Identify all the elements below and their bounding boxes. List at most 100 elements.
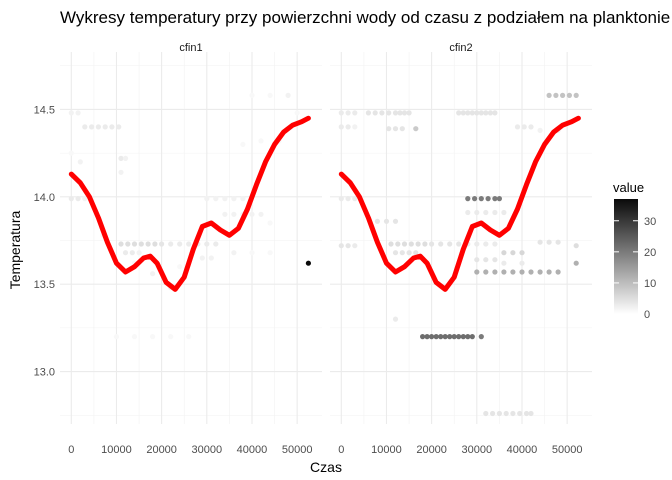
data-point xyxy=(573,92,579,98)
data-point xyxy=(345,243,351,249)
data-point xyxy=(125,241,131,247)
data-point xyxy=(395,241,401,247)
data-point xyxy=(204,196,210,202)
data-point xyxy=(413,250,419,256)
x-tick-label: 30000 xyxy=(192,444,223,456)
data-point xyxy=(199,255,205,261)
data-point xyxy=(89,124,95,130)
data-point xyxy=(501,209,507,216)
data-point xyxy=(204,241,210,247)
data-point xyxy=(469,110,475,116)
data-point xyxy=(573,243,579,249)
data-point xyxy=(501,250,507,256)
data-point xyxy=(496,410,502,417)
data-point xyxy=(483,269,489,275)
data-point xyxy=(77,159,83,165)
legend-title: value xyxy=(613,180,644,195)
data-point xyxy=(490,410,496,417)
data-point xyxy=(546,92,552,98)
data-point xyxy=(138,241,144,247)
data-point xyxy=(573,260,579,266)
data-point xyxy=(514,124,521,130)
legend-colorbar xyxy=(614,199,638,314)
x-tick-label: 10000 xyxy=(371,444,402,456)
panel-background xyxy=(330,52,592,424)
y-tick-label: 14.0 xyxy=(34,192,55,204)
y-tick-label: 13.0 xyxy=(34,367,55,379)
data-point xyxy=(492,257,498,263)
data-point xyxy=(365,110,371,116)
data-point xyxy=(338,196,344,202)
data-point xyxy=(429,334,435,340)
data-point xyxy=(231,211,237,217)
data-point xyxy=(438,334,444,340)
data-point xyxy=(352,243,358,249)
data-point xyxy=(249,250,255,256)
data-point xyxy=(159,241,165,247)
data-point xyxy=(492,110,498,116)
y-tick-label: 13.5 xyxy=(34,279,55,291)
data-point xyxy=(415,241,421,247)
panel-background xyxy=(60,52,322,424)
data-point xyxy=(168,334,174,340)
data-point xyxy=(429,241,435,247)
data-point xyxy=(492,209,498,216)
legend-tick-label: 0 xyxy=(644,309,650,321)
data-point xyxy=(386,126,392,132)
data-point xyxy=(406,110,412,116)
data-point xyxy=(258,211,264,217)
strip-label-cfin1: cfin1 xyxy=(179,42,202,54)
data-point xyxy=(519,269,525,275)
x-tick-label: 50000 xyxy=(552,444,583,456)
data-point xyxy=(483,257,489,263)
data-point xyxy=(460,110,466,116)
data-point xyxy=(109,124,115,130)
data-point xyxy=(231,250,237,256)
data-point xyxy=(537,127,543,133)
trend-line-cfin2 xyxy=(338,115,581,292)
data-point xyxy=(519,250,525,256)
data-point xyxy=(496,196,502,202)
x-tick-label: 0 xyxy=(68,444,74,456)
x-tick-label: 20000 xyxy=(146,444,177,456)
legend-ticks: 0 10 20 30 xyxy=(614,216,656,321)
data-point xyxy=(345,124,351,130)
data-point xyxy=(442,334,448,340)
legend: value 0 10 20 30 xyxy=(613,180,656,321)
data-point xyxy=(258,138,264,144)
data-point xyxy=(116,124,122,130)
data-point xyxy=(118,155,124,161)
data-point xyxy=(136,250,142,256)
data-point xyxy=(352,110,358,116)
data-point xyxy=(555,239,561,245)
data-point xyxy=(374,218,380,224)
data-point xyxy=(465,110,471,116)
data-point xyxy=(208,255,214,261)
data-point xyxy=(379,110,385,116)
data-point xyxy=(474,241,480,247)
data-point xyxy=(528,269,534,275)
facet-panel-cfin2: cfin2 xyxy=(330,42,592,424)
data-point xyxy=(152,241,158,247)
data-point xyxy=(492,196,498,202)
data-point xyxy=(75,196,81,202)
data-point xyxy=(472,196,478,202)
data-point xyxy=(469,334,475,340)
data-point xyxy=(546,239,552,245)
data-point xyxy=(352,124,358,130)
data-point xyxy=(113,334,120,340)
data-point xyxy=(492,269,498,275)
y-tick-label: 14.5 xyxy=(34,104,55,116)
data-point xyxy=(285,92,291,98)
data-point xyxy=(392,250,399,256)
data-point xyxy=(401,241,408,247)
data-point xyxy=(386,110,392,116)
data-point xyxy=(352,196,358,202)
data-point xyxy=(145,241,151,247)
data-point xyxy=(399,250,405,256)
gridlines-cfin2 xyxy=(330,52,592,424)
data-point xyxy=(560,92,566,98)
data-point xyxy=(483,241,489,247)
data-point xyxy=(68,110,74,116)
